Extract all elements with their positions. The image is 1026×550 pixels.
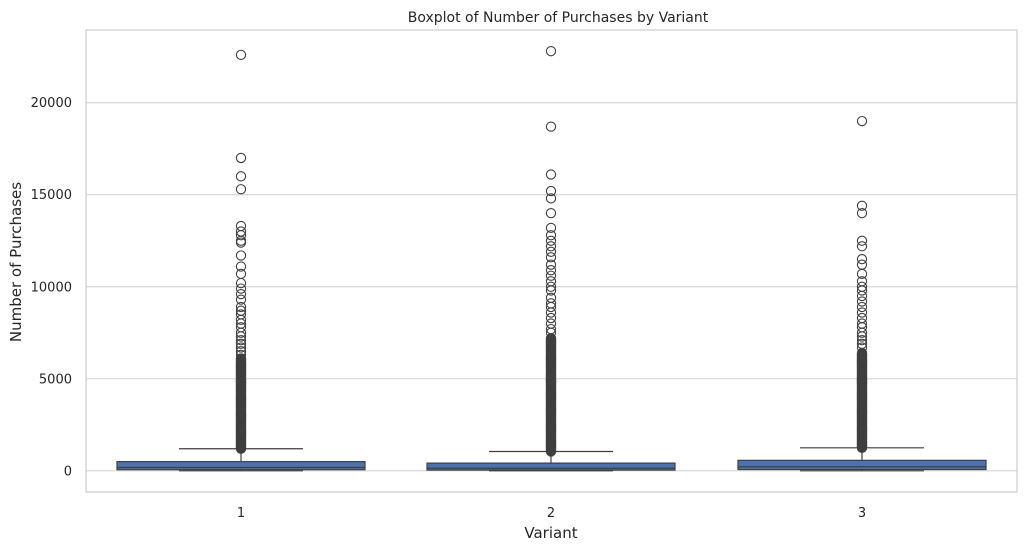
x-axis-ticks: 1 2 3 (237, 506, 866, 521)
outlier-point-3 (856, 331, 868, 342)
outlier-point-1 (235, 294, 247, 305)
y-tick-label-0: 0 (64, 464, 72, 479)
outlier-point-2 (545, 222, 557, 234)
box-3 (737, 459, 987, 471)
outlier-point-2 (545, 235, 557, 246)
outlier-point-2 (545, 193, 557, 204)
outlier-point-3 (856, 268, 868, 280)
y-axis-label: Number of Purchases (7, 182, 25, 342)
outlier-point-1 (235, 171, 247, 182)
y-tick-label-5000: 5000 (39, 372, 72, 387)
outlier-point-1 (235, 237, 247, 248)
outlier-point-3 (856, 342, 868, 353)
outlier-point-1 (235, 288, 247, 300)
outlier-point-3 (856, 347, 868, 359)
outlier-point-1 (235, 250, 247, 261)
outlier-point-2 (545, 246, 557, 257)
outlier-point-3 (856, 285, 868, 296)
outlier-point-1 (235, 184, 247, 195)
outlier-point-2 (545, 265, 557, 276)
outlier-point-1 (235, 152, 247, 164)
outlier-point-1 (235, 346, 247, 357)
outlier-point-2 (545, 230, 557, 241)
outlier-point-2 (545, 301, 557, 313)
outlier-point-1 (235, 334, 247, 346)
y-tick-label-20000: 20000 (31, 96, 72, 111)
outlier-point-3 (856, 327, 868, 338)
outlier-point-2 (545, 46, 557, 57)
x-tick-label-1: 1 (237, 506, 245, 521)
outlier-point-1 (235, 349, 247, 361)
outlier-point-2 (545, 270, 557, 281)
box-2 (426, 462, 676, 471)
outlier-point-3 (856, 241, 868, 252)
outlier-point-3 (856, 235, 868, 246)
outlier-point-1 (235, 301, 247, 313)
outlier-point-2 (545, 169, 557, 180)
outlier-point-3 (856, 254, 868, 265)
x-tick-label-2: 2 (547, 506, 555, 521)
outlier-point-2 (545, 312, 557, 324)
outlier-point-2 (545, 241, 557, 252)
x-tick-label-3: 3 (858, 506, 866, 521)
chart-title: Boxplot of Number of Purchases by Varian… (408, 10, 709, 26)
outlier-point-1 (235, 277, 247, 289)
outlier-point-2 (545, 327, 557, 338)
outlier-point-3 (856, 200, 868, 211)
outlier-point-3 (856, 290, 868, 302)
y-tick-label-10000: 10000 (31, 280, 72, 295)
outlier-point-1 (235, 327, 247, 338)
y-tick-label-15000: 15000 (31, 188, 72, 203)
outlier-point-2 (545, 333, 557, 344)
outlier-point-3 (856, 301, 868, 313)
outlier-point-3 (856, 307, 868, 318)
outlier-point-3 (856, 296, 868, 307)
outlier-point-2 (545, 207, 557, 219)
outlier-point-2 (545, 121, 557, 132)
outlier-point-3 (856, 334, 868, 346)
outlier-point-2 (545, 259, 557, 270)
outlier-point-1 (235, 283, 247, 294)
outlier-point-2 (545, 252, 557, 263)
box-1 (116, 461, 366, 471)
outlier-point-2 (545, 285, 557, 296)
outlier-point-1 (235, 314, 247, 326)
outlier-point-1 (235, 353, 247, 364)
outlier-point-3 (856, 115, 868, 127)
y-axis-ticks: 0 5000 10000 15000 20000 (31, 96, 72, 479)
outlier-point-1 (235, 49, 247, 60)
outlier-point-2 (545, 185, 557, 197)
outlier-point-2 (545, 281, 557, 292)
x-axis-label: Variant (524, 524, 577, 542)
outlier-point-1 (235, 261, 247, 272)
outlier-point-3 (856, 207, 868, 219)
outlier-point-1 (235, 331, 247, 342)
outlier-point-1 (235, 230, 247, 241)
marks-layer (116, 46, 987, 472)
outlier-point-1 (235, 338, 247, 349)
outlier-point-1 (235, 342, 247, 353)
outlier-point-2 (545, 307, 557, 318)
plot-frame (85, 29, 1018, 493)
